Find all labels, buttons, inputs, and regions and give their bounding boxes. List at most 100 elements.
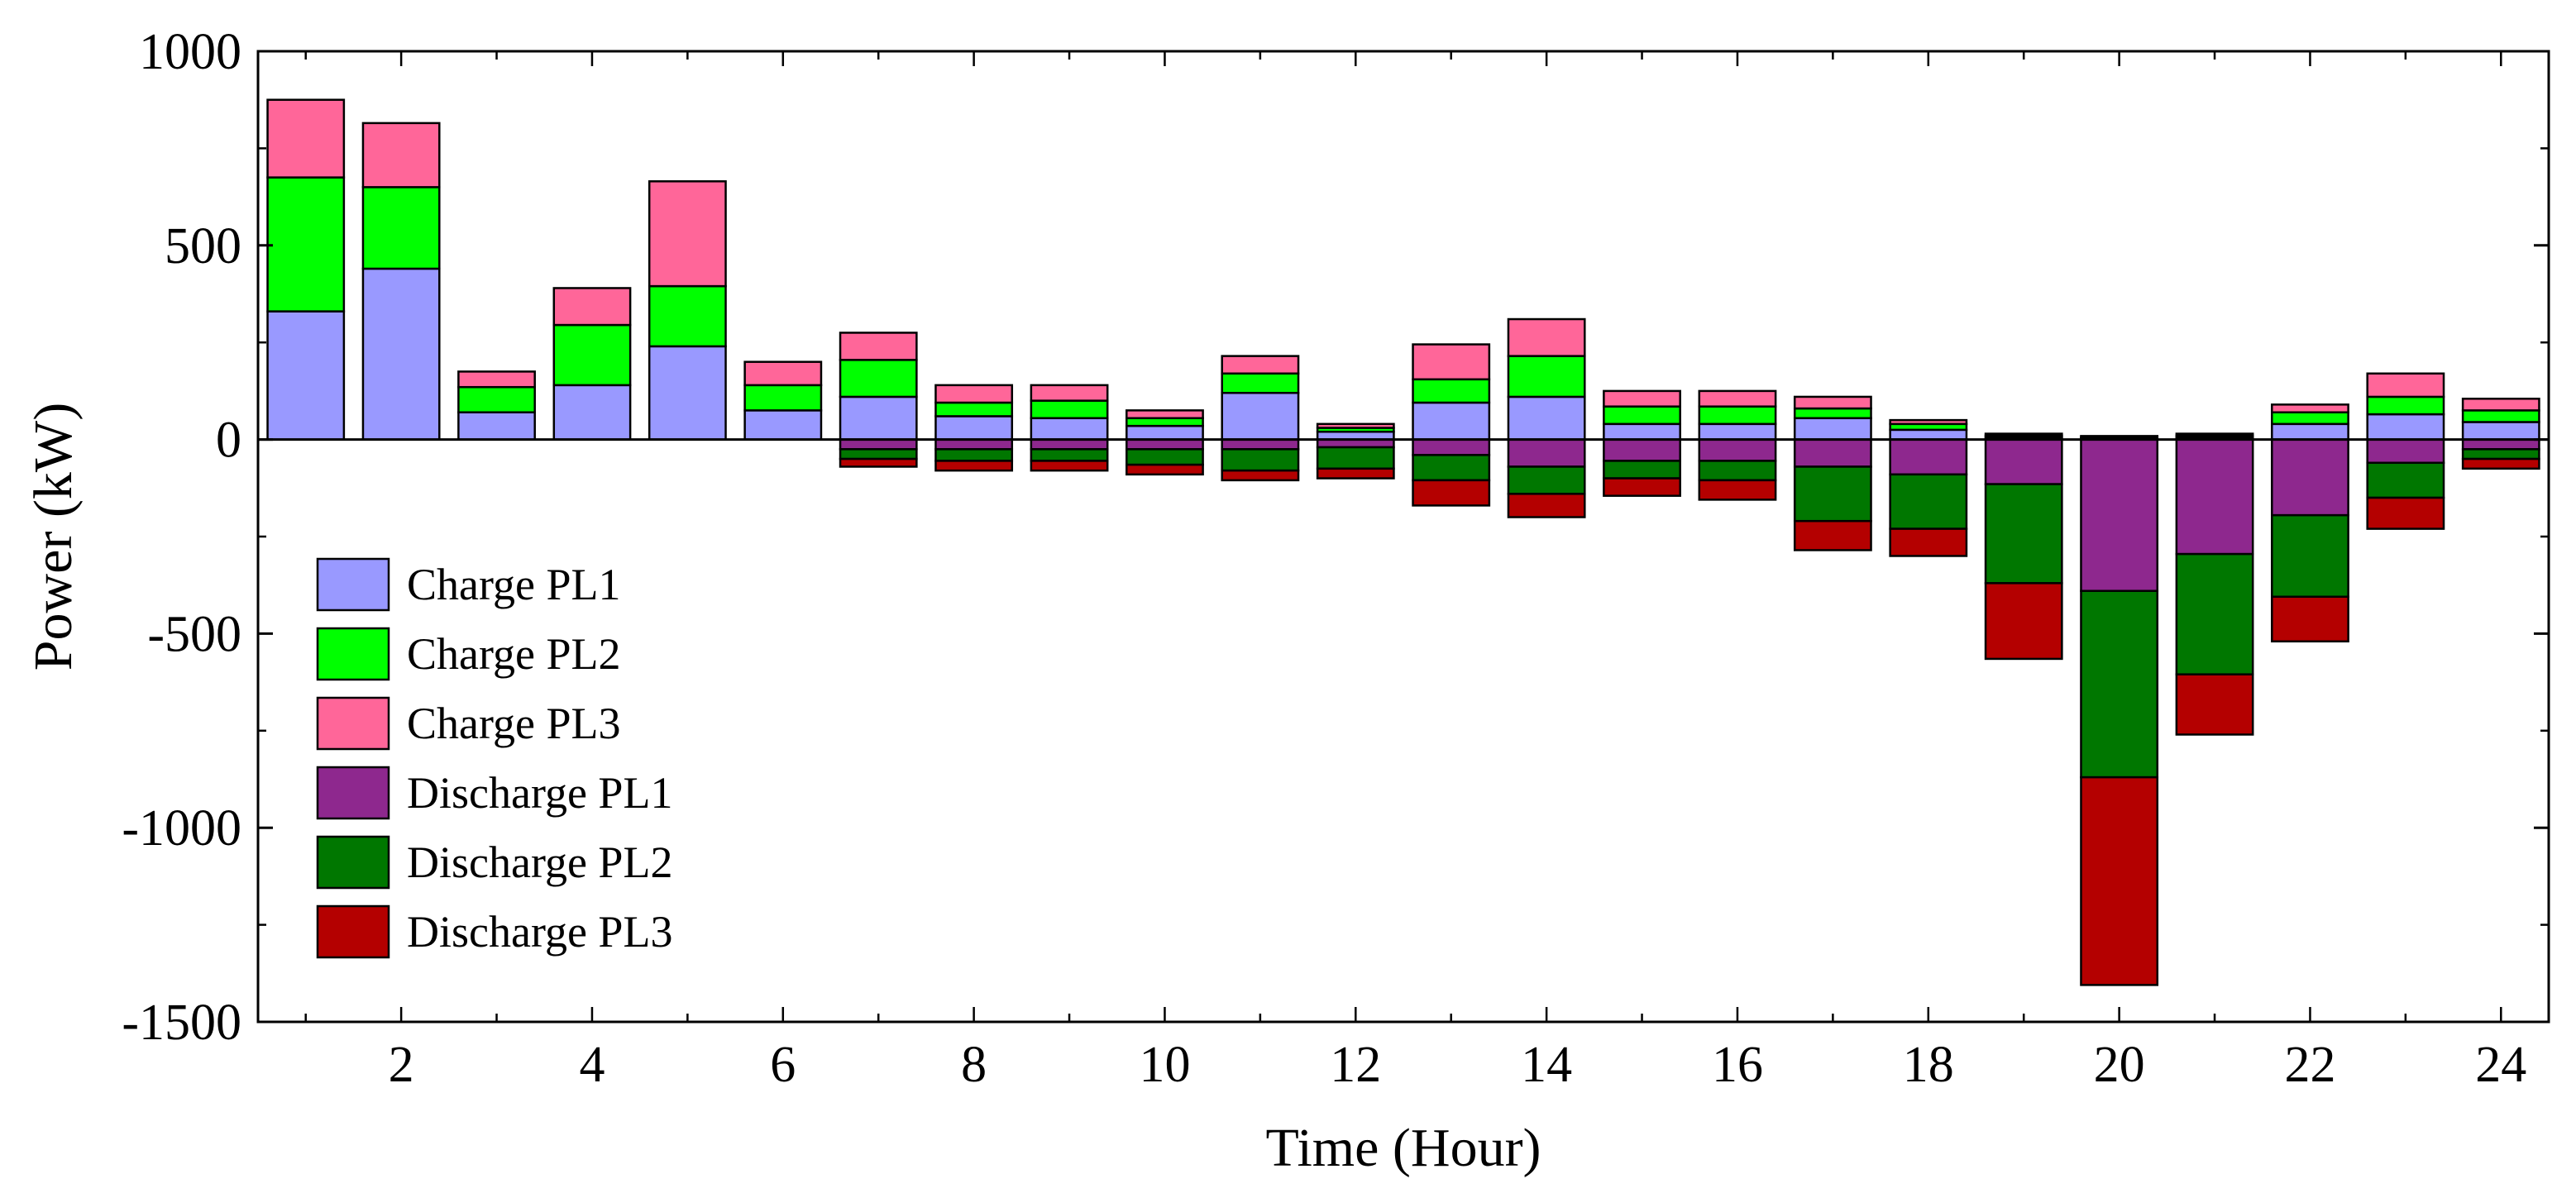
bar-discharge-pl2-hour-18 [1889, 473, 1968, 530]
x-tick-label: 2 [389, 1037, 414, 1093]
bar-discharge-pl1-hour-11 [1221, 438, 1300, 451]
bar-charge-pl2-hour-3 [457, 385, 536, 413]
bar-discharge-pl2-hour-17 [1793, 465, 1872, 523]
bar-discharge-pl3-hour-12 [1316, 467, 1395, 480]
bar-charge-pl1-hour-5 [648, 345, 727, 441]
x-tick-label: 14 [1521, 1037, 1572, 1093]
bar-discharge-pl2-hour-9 [1030, 448, 1109, 462]
bar-discharge-pl1-hour-9 [1030, 438, 1109, 451]
bar-charge-pl1-hour-24 [2461, 421, 2540, 441]
bar-charge-pl2-hour-1 [266, 176, 346, 313]
bar-charge-pl2-hour-6 [743, 384, 823, 412]
bar-charge-pl3-hour-2 [361, 122, 441, 188]
bar-charge-pl2-hour-15 [1603, 405, 1681, 426]
bar-charge-pl3-hour-5 [648, 180, 727, 288]
bar-charge-pl3-hour-13 [1412, 343, 1491, 381]
legend-label: Charge PL3 [407, 699, 620, 748]
bar-discharge-pl1-hour-8 [934, 438, 1014, 451]
bar-discharge-pl2-hour-11 [1221, 448, 1300, 472]
legend-label: Discharge PL1 [407, 768, 672, 818]
bar-charge-pl1-hour-11 [1221, 391, 1300, 441]
legend-swatch-charge-pl3 [316, 696, 390, 751]
bar-discharge-pl2-hour-15 [1603, 460, 1681, 480]
bar-discharge-pl2-hour-13 [1412, 454, 1491, 482]
bar-discharge-pl3-hour-9 [1030, 460, 1109, 472]
bar-charge-pl1-hour-1 [266, 310, 346, 441]
bar-discharge-pl3-hour-19 [1984, 582, 2063, 661]
bar-charge-pl1-hour-13 [1412, 401, 1491, 441]
x-tick-label: 20 [2094, 1037, 2145, 1093]
x-tick-label: 22 [2284, 1037, 2335, 1093]
plot-frame [256, 50, 2550, 1024]
bar-charge-pl1-hour-10 [1126, 424, 1204, 441]
bar-charge-pl2-hour-5 [648, 284, 727, 348]
legend-label: Charge PL2 [407, 629, 620, 679]
bar-charge-pl1-hour-9 [1030, 417, 1109, 441]
bar-discharge-pl1-hour-16 [1698, 438, 1777, 462]
bar-charge-pl2-hour-16 [1698, 405, 1777, 426]
bar-charge-pl1-hour-18 [1889, 428, 1968, 441]
bar-charge-pl2-hour-24 [2461, 409, 2540, 423]
bar-discharge-pl1-hour-22 [2271, 438, 2349, 517]
bar-discharge-pl2-hour-24 [2461, 448, 2540, 460]
bar-discharge-pl3-hour-11 [1221, 469, 1300, 482]
bar-discharge-pl3-hour-8 [934, 460, 1014, 472]
bar-charge-pl1-hour-15 [1603, 422, 1681, 441]
y-tick-label: -1500 [122, 995, 241, 1051]
y-tick-label: 0 [216, 413, 241, 469]
legend: Charge PL1 Charge PL2 Charge PL3 Discharge … [316, 557, 672, 959]
bar-charge-pl2-hour-2 [361, 186, 441, 270]
y-tick-label: 500 [165, 218, 241, 274]
bar-discharge-pl3-hour-21 [2175, 673, 2254, 736]
bar-charge-pl3-hour-24 [2461, 398, 2540, 412]
bar-charge-pl3-hour-15 [1603, 389, 1681, 408]
bar-charge-pl2-hour-17 [1793, 407, 1872, 420]
bar-charge-pl2-hour-10 [1126, 417, 1204, 427]
bar-charge-pl3-hour-23 [2366, 372, 2445, 398]
x-tick-label: 8 [961, 1037, 987, 1093]
bar-discharge-pl1-hour-7 [839, 438, 918, 451]
x-tick-label: 4 [579, 1037, 605, 1093]
bar-charge-pl3-hour-14 [1507, 317, 1586, 357]
bar-charge-pl1-hour-8 [934, 415, 1014, 441]
legend-swatch-discharge-pl2 [316, 835, 390, 890]
bar-discharge-pl1-hour-18 [1889, 438, 1968, 476]
legend-swatch-charge-pl2 [316, 627, 390, 681]
bar-charge-pl1-hour-22 [2271, 422, 2349, 441]
bar-discharge-pl2-hour-12 [1316, 446, 1395, 470]
x-tick-label: 24 [2475, 1037, 2526, 1093]
bar-charge-pl3-hour-12 [1316, 422, 1395, 429]
bar-charge-pl1-hour-16 [1698, 422, 1777, 441]
legend-label: Discharge PL2 [407, 837, 672, 887]
bar-charge-pl1-hour-7 [839, 395, 918, 441]
legend-label: Charge PL1 [407, 560, 620, 609]
bar-discharge-pl1-hour-19 [1984, 438, 2063, 485]
bar-charge-pl3-hour-21 [2175, 432, 2254, 437]
x-axis-title: Time (Hour) [1265, 1118, 1541, 1178]
bar-discharge-pl3-hour-18 [1889, 527, 1968, 557]
bar-charge-pl2-hour-4 [552, 323, 632, 387]
legend-swatch-charge-pl1 [316, 557, 390, 612]
bar-discharge-pl2-hour-20 [2080, 589, 2159, 779]
bar-charge-pl3-hour-1 [266, 98, 346, 179]
bar-charge-pl3-hour-3 [457, 370, 536, 389]
bar-discharge-pl3-hour-13 [1412, 479, 1491, 507]
bar-charge-pl3-hour-4 [552, 287, 632, 327]
bar-charge-pl3-hour-18 [1889, 418, 1968, 426]
bar-charge-pl1-hour-6 [743, 409, 823, 441]
bar-discharge-pl1-hour-20 [2080, 438, 2159, 592]
bar-discharge-pl2-hour-14 [1507, 465, 1586, 495]
legend-label: Discharge PL3 [407, 907, 672, 957]
bar-discharge-pl1-hour-23 [2366, 438, 2445, 465]
bar-discharge-pl2-hour-22 [2271, 513, 2349, 599]
bar-charge-pl3-hour-11 [1221, 355, 1300, 375]
bar-charge-pl2-hour-11 [1221, 372, 1300, 394]
bar-discharge-pl3-hour-10 [1126, 463, 1204, 476]
x-tick-label: 10 [1139, 1037, 1190, 1093]
bar-charge-pl3-hour-9 [1030, 384, 1109, 402]
bar-charge-pl2-hour-22 [2271, 411, 2349, 426]
y-tick-label: 1000 [139, 24, 241, 80]
